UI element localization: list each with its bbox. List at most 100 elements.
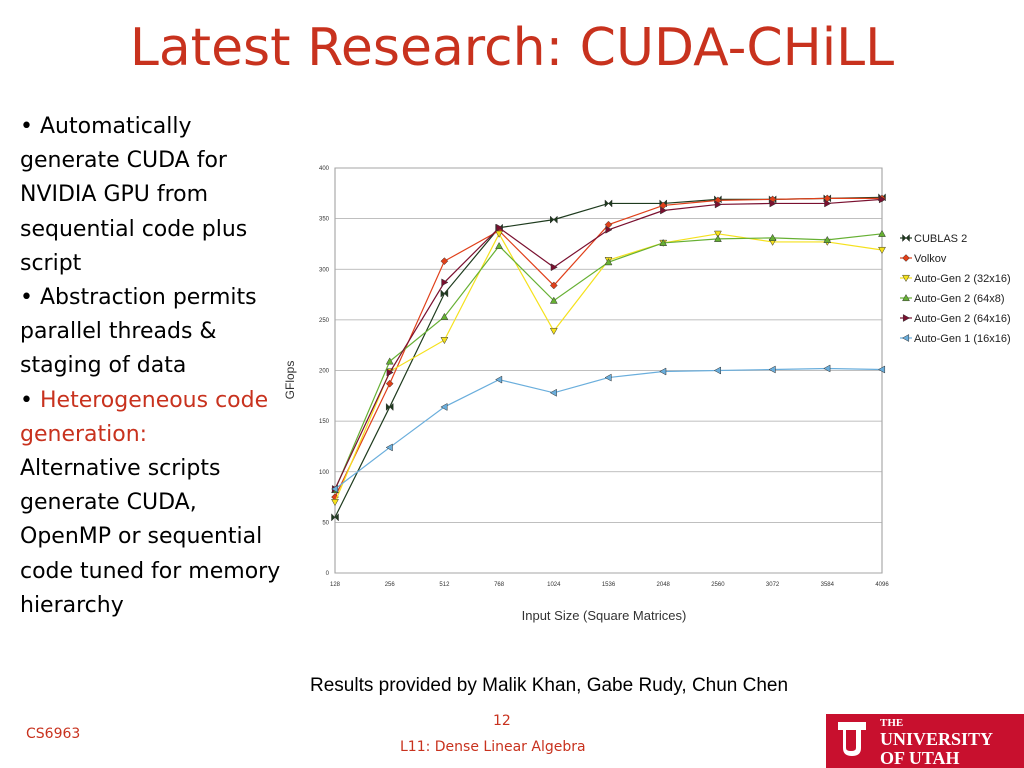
y-tick-label: 100 — [319, 470, 330, 476]
legend-label: Auto-Gen 1 (16x16) — [914, 333, 1011, 345]
data-point — [549, 327, 558, 336]
legend-label: CUBLAS 2 — [914, 233, 967, 245]
data-point — [440, 403, 448, 411]
bullet-text: Automatically generate CUDA for NVIDIA G… — [20, 114, 248, 276]
y-tick-label: 250 — [319, 318, 330, 324]
data-point — [768, 233, 777, 241]
data-point — [714, 200, 722, 209]
x-tick-label: 256 — [385, 582, 396, 588]
data-point — [441, 278, 449, 287]
data-point — [768, 365, 776, 374]
bullet-text: Alternative scripts generate CUDA, OpenM… — [20, 456, 281, 618]
bullet: • Abstraction permits parallel threads &… — [20, 281, 288, 384]
data-point — [495, 230, 504, 238]
bullet-marker: • — [20, 114, 33, 139]
data-point — [769, 199, 777, 208]
bullet: • Automatically generate CUDA for NVIDIA… — [20, 110, 288, 281]
legend-label: Volkov — [914, 253, 947, 265]
y-tick-label: 300 — [319, 267, 330, 273]
logo-text: UNIVERSITY — [880, 729, 993, 749]
logo-text: THE — [880, 717, 903, 729]
data-point — [660, 206, 668, 215]
legend-label: Auto-Gen 2 (32x16) — [914, 273, 1011, 285]
lecture: L11: Dense Linear Algebra — [400, 739, 586, 755]
data-point — [385, 357, 394, 365]
data-point — [331, 499, 339, 507]
x-tick-label: 3584 — [821, 582, 835, 588]
caption: Results provided by Malik Khan, Gabe Rud… — [310, 675, 789, 696]
data-point — [440, 257, 449, 266]
data-point — [878, 246, 886, 255]
data-point — [713, 230, 722, 238]
x-tick-label: 3072 — [766, 582, 780, 588]
x-tick-label: 512 — [439, 582, 450, 588]
x-tick-label: 768 — [494, 582, 505, 588]
slide-title: Latest Research: CUDA-CHiLL — [129, 18, 895, 78]
legend-label: Auto-Gen 2 (64x16) — [914, 313, 1011, 325]
data-point — [659, 238, 668, 246]
series — [330, 364, 886, 493]
x-tick-label: 4096 — [875, 582, 889, 588]
data-point — [495, 241, 504, 250]
x-tick-label: 1536 — [602, 582, 616, 588]
x-axis-label: Input Size (Square Matrices) — [522, 608, 687, 623]
x-tick-label: 2048 — [657, 582, 671, 588]
data-point — [440, 289, 449, 298]
x-tick-label: 1024 — [547, 582, 561, 588]
data-point — [440, 337, 449, 345]
data-point — [385, 402, 394, 412]
data-point — [386, 368, 394, 377]
logo-text: OF UTAH — [880, 748, 960, 768]
legend-marker — [902, 314, 911, 322]
data-point — [550, 263, 558, 272]
data-point — [549, 388, 557, 397]
x-tick-label: 128 — [330, 582, 341, 588]
page-number: 12 — [493, 713, 511, 729]
data-point — [713, 234, 722, 242]
legend-marker — [901, 334, 910, 342]
logo-u — [838, 722, 866, 756]
legend-marker — [902, 254, 910, 262]
data-point — [823, 235, 832, 243]
bullet-text: Abstraction permits parallel threads & s… — [20, 285, 257, 379]
course: CS6963 — [26, 726, 81, 742]
bullet-highlight: Heterogeneous code generation: — [20, 387, 269, 447]
data-point — [550, 215, 558, 224]
y-tick-label: 50 — [322, 520, 329, 526]
data-point — [878, 195, 887, 204]
data-point — [605, 225, 613, 234]
data-point — [330, 485, 339, 493]
data-point — [878, 229, 886, 237]
data-point — [495, 375, 503, 384]
data-point — [604, 199, 613, 208]
data-point — [823, 364, 831, 373]
data-point — [385, 443, 393, 452]
y-tick-label: 150 — [319, 419, 330, 425]
bullet-list: • Automatically generate CUDA for NVIDIA… — [20, 110, 288, 623]
legend-marker — [902, 274, 910, 283]
legend-label: Auto-Gen 2 (64x8) — [914, 293, 1005, 305]
bullet-marker: • — [20, 387, 33, 413]
logo — [826, 714, 1024, 768]
data-point — [877, 365, 886, 374]
bullet: • Heterogeneous code generation: Alternat… — [20, 384, 288, 623]
bullet-marker: • — [20, 285, 33, 311]
y-tick-label: 200 — [319, 369, 330, 375]
data-point — [496, 223, 504, 232]
legend-marker — [902, 233, 910, 243]
y-axis-label: GFlops — [283, 361, 297, 400]
data-point — [549, 281, 558, 290]
x-tick-label: 2560 — [711, 582, 725, 588]
y-tick-label: 0 — [326, 571, 330, 577]
y-tick-label: 350 — [319, 217, 330, 223]
data-point — [385, 379, 394, 388]
y-tick-label: 400 — [319, 166, 330, 172]
data-point — [713, 366, 721, 375]
data-point — [549, 296, 558, 304]
data-point — [440, 312, 449, 320]
data-point — [659, 367, 667, 376]
legend-marker — [902, 293, 910, 302]
data-point — [604, 373, 612, 382]
